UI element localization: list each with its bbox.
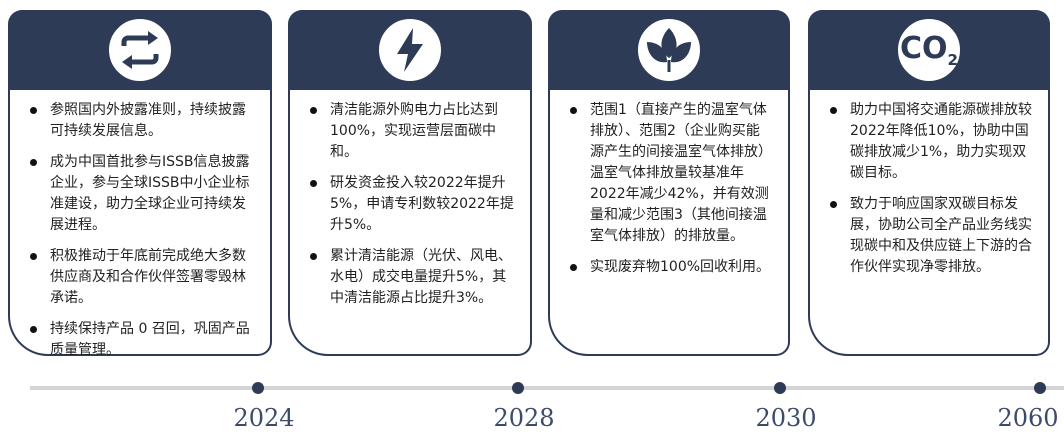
timeline-year: 2030	[755, 404, 817, 432]
card: CO2 助力中国将交通能源碳排放较2022年降低10%，协助中国碳排放减少1%，助…	[808, 10, 1050, 356]
icon	[647, 28, 691, 72]
timeline-year: 2060	[997, 404, 1059, 432]
bullet: 积极推动于年底前完成绝大多数供应商及和合作伙伴签署零毁林承诺。	[22, 246, 254, 309]
bullet-list: 参照国内外披露准则，持续披露可持续发展信息。成为中国首批参与ISSB信息披露企业…	[22, 100, 254, 361]
bullet: 致力于响应国家双碳目标发展，协助公司全产品业务线实现碳中和及供应链上下游的合作伙…	[822, 194, 1032, 278]
timeline-dot	[252, 382, 264, 394]
bullet: 范围1（直接产生的温室气体排放）、范围2（企业购买能源产生的间接温室气体排放）温…	[562, 100, 772, 247]
timeline-year: 2028	[493, 404, 555, 432]
bullet-list: 助力中国将交通能源碳排放较2022年降低10%，协助中国碳排放减少1%，助力实现…	[822, 100, 1032, 278]
icon	[121, 31, 159, 69]
bullet: 实现废弃物100%回收利用。	[562, 257, 772, 278]
bullet: 累计清洁能源（光伏、风电、水电）成交电量提升5%，其中清洁能源占比提升3%。	[302, 246, 514, 309]
bullet: 清洁能源外购电力占比达到100%，实现运营层面碳中和。	[302, 100, 514, 163]
timeline-dot	[774, 382, 786, 394]
bullet-list: 范围1（直接产生的温室气体排放）、范围2（企业购买能源产生的间接温室气体排放）温…	[562, 100, 772, 278]
bullet: 助力中国将交通能源碳排放较2022年降低10%，协助中国碳排放减少1%，助力实现…	[822, 100, 1032, 184]
timeline-line	[30, 386, 1064, 390]
bullet: 研发资金投入较2022年提升5%，申请专利数较2022年提升5%。	[302, 173, 514, 236]
card: 参照国内外披露准则，持续披露可持续发展信息。成为中国首批参与ISSB信息披露企业…	[8, 10, 272, 358]
card-header	[8, 10, 272, 90]
timeline-dot	[1034, 382, 1046, 394]
icon-text: CO2	[900, 31, 958, 69]
icon-subscript: 2	[947, 51, 958, 69]
card: 范围1（直接产生的温室气体排放）、范围2（企业购买能源产生的间接温室气体排放）温…	[548, 10, 790, 356]
card-header: CO2	[808, 10, 1050, 90]
card-header	[288, 10, 532, 90]
card-icon	[376, 16, 444, 84]
timeline-dot	[512, 382, 524, 394]
card-icon	[106, 16, 174, 84]
card-body: 参照国内外披露准则，持续披露可持续发展信息。成为中国首批参与ISSB信息披露企业…	[8, 90, 272, 358]
card-body: 范围1（直接产生的温室气体排放）、范围2（企业购买能源产生的间接温室气体排放）温…	[548, 90, 790, 356]
card-body: 助力中国将交通能源碳排放较2022年降低10%，协助中国碳排放减少1%，助力实现…	[808, 90, 1050, 356]
card-body: 清洁能源外购电力占比达到100%，实现运营层面碳中和。 研发资金投入较2022年提…	[288, 90, 532, 356]
bullet: 参照国内外披露准则，持续披露可持续发展信息。	[22, 100, 254, 142]
card-icon: CO2	[895, 16, 963, 84]
timeline-year: 2024	[233, 404, 295, 432]
bullet: 持续保持产品 0 召回，巩固产品质量管理。	[22, 319, 254, 361]
bullet-list: 清洁能源外购电力占比达到100%，实现运营层面碳中和。 研发资金投入较2022年提…	[302, 100, 514, 309]
card-header	[548, 10, 790, 90]
card-icon	[635, 16, 703, 84]
icon-text: CO	[900, 31, 948, 66]
card: 清洁能源外购电力占比达到100%，实现运营层面碳中和。 研发资金投入较2022年提…	[288, 10, 532, 356]
icon	[397, 28, 423, 72]
bullet: 成为中国首批参与ISSB信息披露企业，参与全球ISSB中小企业标准建设，助力全球…	[22, 152, 254, 236]
